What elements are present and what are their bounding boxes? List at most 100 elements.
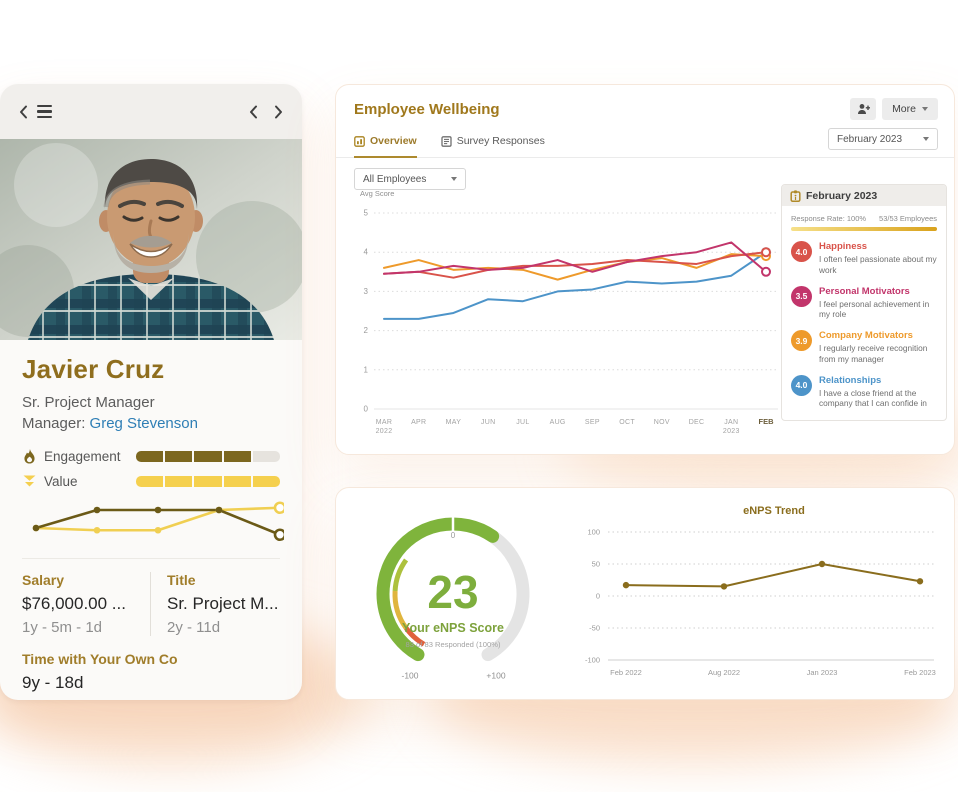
svg-text:2: 2 <box>364 326 369 335</box>
back-icon[interactable] <box>18 104 29 120</box>
summary-month-label: February 2023 <box>806 189 878 202</box>
summary-item-desc: I have a close friend at the company tha… <box>819 387 927 409</box>
tab-survey-responses-label: Survey Responses <box>456 135 545 147</box>
svg-text:-100: -100 <box>401 670 418 680</box>
svg-text:Feb 2022: Feb 2022 <box>610 668 642 677</box>
calendar-icon <box>790 189 801 202</box>
employee-filter-value: All Employees <box>363 173 427 185</box>
tab-overview[interactable]: Overview <box>354 135 417 158</box>
period-value: February 2023 <box>837 133 903 145</box>
summary-item-title: Personal Motivators <box>819 285 910 297</box>
svg-text:JAN: JAN <box>724 419 738 426</box>
svg-text:Your eNPS Score: Your eNPS Score <box>402 621 504 635</box>
svg-text:100: 100 <box>587 528 600 537</box>
svg-text:4: 4 <box>364 248 369 257</box>
engagement-metric-row: Engagement <box>22 448 281 465</box>
stats-grid: Salary $76,000.00 ... 1y - 5m - 1d Title… <box>22 572 280 636</box>
engagement-bar <box>136 451 281 462</box>
double-chevron-down-icon <box>22 475 44 488</box>
enps-trend-chart: eNPS Trend 100 50 0 -50 -100 Feb 2022 Aug 2022 J… <box>548 500 943 693</box>
svg-text:5: 5 <box>364 209 369 218</box>
salary-value: $76,000.00 ... <box>22 594 126 613</box>
survey-responses-icon <box>441 135 452 147</box>
employee-manager-line: Manager: Greg Stevenson <box>22 415 280 432</box>
svg-text:JUL: JUL <box>516 419 529 426</box>
title-stat: Title Sr. Project M... 2y - 11d <box>150 572 280 636</box>
svg-text:NOV: NOV <box>654 419 670 426</box>
chevron-down-icon <box>923 137 929 141</box>
title-duration: 2y - 11d <box>167 619 221 636</box>
value-bar <box>136 476 281 487</box>
menu-icon[interactable] <box>37 104 52 119</box>
score-badge: 4.0 <box>791 241 812 262</box>
svg-text:2023: 2023 <box>723 428 740 435</box>
manager-link[interactable]: Greg Stevenson <box>89 415 198 432</box>
period-dropdown[interactable]: February 2023 <box>828 128 938 150</box>
more-button[interactable]: More <box>882 98 938 120</box>
performance-sparkline <box>22 497 287 554</box>
summary-item-happiness: 4.0 Happiness I often feel passionate ab… <box>791 241 937 276</box>
enps-gauge: 0 -100 +100 23 Your eNPS Score 83 of 83 Respo… <box>356 492 551 699</box>
employee-name: Javier Cruz <box>22 354 165 384</box>
svg-text:FEB: FEB <box>759 417 775 426</box>
month-summary-panel: February 2023 Response Rate: 100% 53/53 … <box>781 184 947 422</box>
svg-text:APR: APR <box>411 419 426 426</box>
employee-photo <box>0 139 302 340</box>
wellbeing-avg-score-chart: Avg Score 0 1 2 3 4 5 MAR 2022 APR MAY JUN JUL AUG SEP… <box>346 180 786 443</box>
score-badge: 3.5 <box>791 285 812 307</box>
svg-text:OCT: OCT <box>619 419 635 426</box>
svg-text:MAR: MAR <box>376 419 392 426</box>
score-badge: 4.0 <box>791 374 812 396</box>
svg-text:23: 23 <box>427 566 478 618</box>
summary-item-desc: I often feel passionate about my work <box>819 254 937 275</box>
employee-wellbeing-panel: Employee Wellbeing More <box>335 84 955 455</box>
employee-filter-dropdown[interactable]: All Employees <box>354 168 466 190</box>
response-rate-bar <box>791 227 937 231</box>
svg-text:SEP: SEP <box>585 419 600 426</box>
svg-text:+100: +100 <box>486 670 505 680</box>
summary-item-company-motivators: 3.9 Company Motivators I regularly recei… <box>791 330 937 365</box>
response-rate-label: Response Rate: 100% <box>791 214 867 223</box>
value-label: Value <box>44 474 78 489</box>
employee-profile-card: Javier Cruz Sr. Project Manager Manager:… <box>0 84 302 700</box>
svg-text:0: 0 <box>364 405 369 414</box>
previous-employee-icon[interactable] <box>248 104 259 120</box>
next-employee-icon[interactable] <box>273 104 284 120</box>
salary-stat: Salary $76,000.00 ... 1y - 5m - 1d <box>22 572 150 636</box>
svg-text:DEC: DEC <box>689 419 705 426</box>
enps-panel: 0 -100 +100 23 Your eNPS Score 83 of 83 Respo… <box>335 487 955 700</box>
summary-item-title: Happiness <box>819 241 868 252</box>
wellbeing-header: Employee Wellbeing More <box>336 85 954 120</box>
svg-text:0: 0 <box>596 592 600 601</box>
response-rate-row: Response Rate: 100% 53/53 Employees <box>791 214 937 223</box>
manager-label: Manager: <box>22 415 86 432</box>
svg-text:Aug 2022: Aug 2022 <box>708 668 740 677</box>
svg-text:1: 1 <box>364 365 369 374</box>
svg-text:Feb 2023: Feb 2023 <box>904 668 936 677</box>
employee-job-title: Sr. Project Manager <box>22 394 155 411</box>
svg-text:Jan 2023: Jan 2023 <box>807 668 838 677</box>
summary-item-relationships: 4.0 Relationships I have a close friend … <box>791 374 937 410</box>
flame-icon <box>22 448 44 465</box>
add-person-button[interactable] <box>850 98 877 120</box>
chevron-down-icon <box>922 107 928 111</box>
overview-icon <box>354 135 365 147</box>
tab-survey-responses[interactable]: Survey Responses <box>441 135 545 158</box>
salary-duration: 1y - 5m - 1d <box>22 619 103 636</box>
chevron-down-icon <box>451 177 457 181</box>
summary-item-desc: I feel personal achievement in my role <box>819 298 930 320</box>
section-divider <box>22 558 280 559</box>
svg-text:AUG: AUG <box>550 419 566 426</box>
svg-text:0: 0 <box>451 531 456 540</box>
tenure-value: 9y - 18d <box>22 673 84 692</box>
title-label: Title <box>167 572 196 588</box>
metric-bars: Engagement Value <box>22 448 281 489</box>
svg-text:3: 3 <box>364 287 369 296</box>
svg-text:Avg Score: Avg Score <box>360 189 394 198</box>
svg-text:MAY: MAY <box>446 419 462 426</box>
engagement-label: Engagement <box>44 449 121 464</box>
svg-text:2022: 2022 <box>376 428 393 435</box>
svg-text:-50: -50 <box>589 624 600 633</box>
tenure-label: Time with Your Own Co <box>22 651 178 667</box>
